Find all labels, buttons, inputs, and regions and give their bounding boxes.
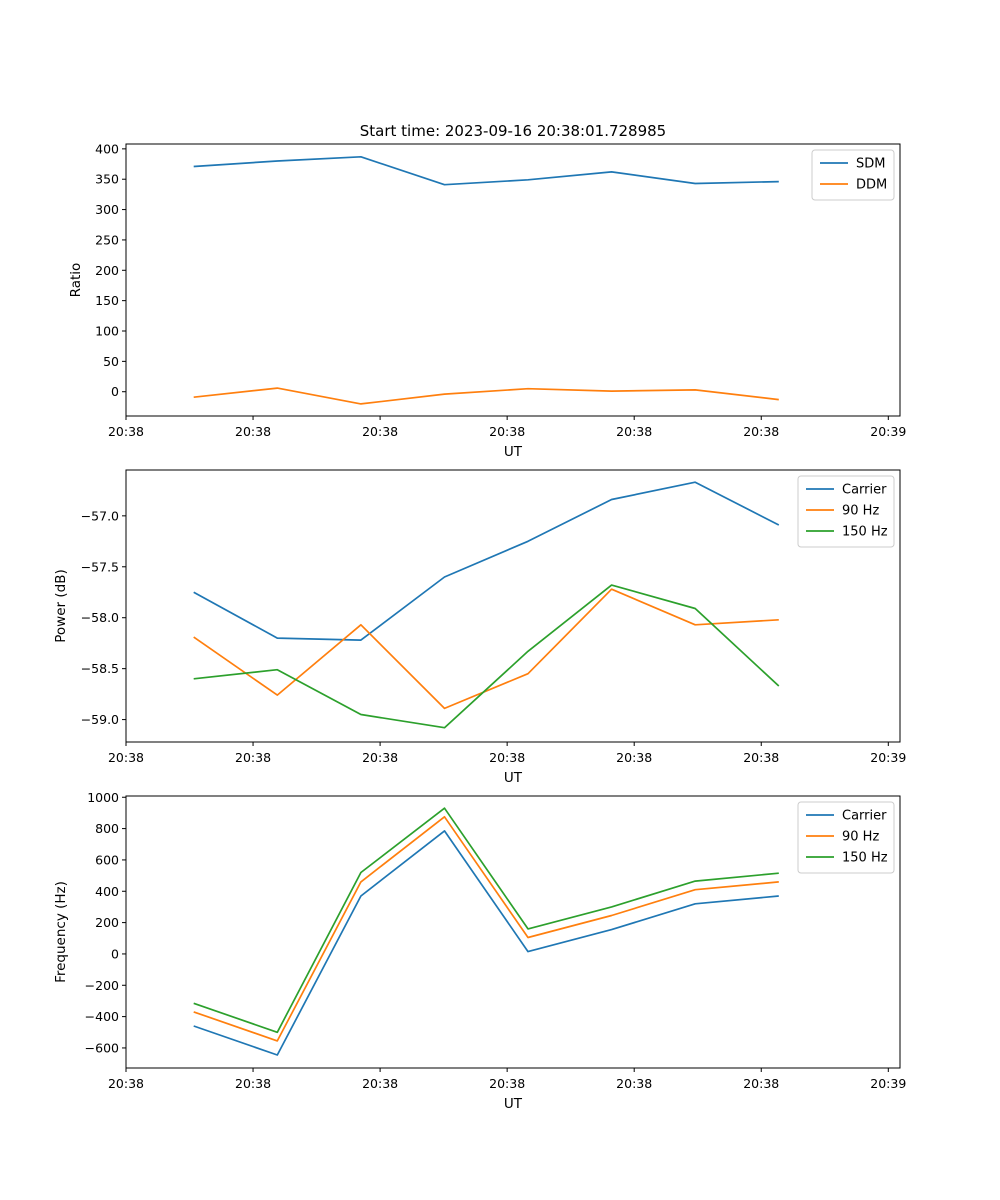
x-tick-label: 20:38 — [108, 1076, 144, 1091]
x-tick-label: 20:38 — [489, 1076, 525, 1091]
y-tick-label: −58.5 — [81, 661, 119, 676]
legend-label: SDM — [856, 157, 885, 172]
legend: Carrier 90 Hz 150 Hz — [797, 475, 895, 548]
x-tick-label: 20:39 — [870, 750, 906, 765]
y-tick-label: 1000 — [87, 790, 119, 805]
y-axis-label: Ratio — [68, 263, 84, 298]
x-tick-label: 20:38 — [235, 1076, 271, 1091]
legend-label: Carrier — [842, 483, 887, 498]
series-line-carrier — [193, 830, 779, 1056]
x-tick-label: 20:38 — [616, 750, 652, 765]
x-tick-label: 20:38 — [743, 750, 779, 765]
y-tick-label: 50 — [103, 354, 119, 369]
y-tick-label: −600 — [85, 1040, 119, 1055]
y-axis-label: Power (dB) — [53, 569, 69, 642]
legend-label: Carrier — [842, 809, 887, 824]
y-tick-label: −57.0 — [81, 508, 119, 523]
x-axis-label: UT — [504, 1096, 523, 1112]
x-tick-label: 20:38 — [108, 750, 144, 765]
series-line-150-hz — [193, 584, 780, 729]
x-tick-label: 20:38 — [489, 424, 525, 439]
panel-2: −59.0 −58.5 −58.0 −57.5 −57.0 20:38 20:38 20:38… — [53, 469, 906, 786]
panel-3: −600 −400 −200 0 200 400 600 800 1000 20:38 20:38 2… — [53, 790, 906, 1112]
x-axis-label: UT — [504, 444, 523, 460]
y-tick-label: 400 — [95, 884, 119, 899]
y-tick-label: 600 — [95, 852, 119, 867]
y-tick-label: −57.5 — [81, 559, 119, 574]
panel-1: 0 50 100 150 200 250 300 350 400 20:38 20:38 20:38 2… — [68, 141, 906, 460]
legend: SDM DDM — [811, 149, 895, 201]
panels: 0 50 100 150 200 250 300 350 400 20:38 20:38 20:38 2… — [53, 141, 906, 1112]
legend-label: 150 Hz — [842, 851, 888, 866]
x-tick-label: 20:38 — [235, 424, 271, 439]
y-tick-label: 200 — [95, 915, 119, 930]
y-tick-label: 800 — [95, 821, 119, 836]
figure-title: Start time: 2023-09-16 20:38:01.728985 — [360, 122, 666, 140]
x-tick-label: 20:38 — [743, 1076, 779, 1091]
y-tick-label: 250 — [95, 232, 119, 247]
x-tick-label: 20:38 — [743, 424, 779, 439]
legend-label: 90 Hz — [842, 830, 879, 845]
x-tick-label: 20:38 — [362, 750, 398, 765]
legend-box — [797, 801, 895, 874]
y-axis-label: Frequency (Hz) — [53, 881, 69, 983]
series-line-90-hz — [193, 815, 779, 1042]
y-tick-label: 100 — [95, 324, 119, 339]
x-tick-label: 20:39 — [870, 1076, 906, 1091]
y-tick-label: −200 — [85, 978, 119, 993]
series-line-carrier — [193, 481, 780, 641]
axes-frame — [125, 469, 901, 743]
y-tick-label: 150 — [95, 293, 119, 308]
series-line-ddm — [193, 387, 779, 405]
legend-label: 150 Hz — [842, 525, 888, 540]
axes-frame — [125, 795, 901, 1069]
legend-box — [797, 475, 895, 548]
x-tick-label: 20:38 — [108, 424, 144, 439]
y-tick-label: −400 — [85, 1009, 119, 1024]
x-tick-label: 20:38 — [489, 750, 525, 765]
axes-frame — [125, 143, 901, 417]
series-line-90-hz — [193, 588, 779, 710]
legend: Carrier 90 Hz 150 Hz — [797, 801, 895, 874]
x-axis-label: UT — [504, 770, 523, 786]
series-line-sdm — [193, 155, 779, 186]
y-tick-label: 0 — [111, 384, 119, 399]
y-tick-label: 300 — [95, 202, 119, 217]
y-tick-label: 0 — [111, 946, 119, 961]
y-tick-label: 400 — [95, 141, 119, 156]
x-tick-label: 20:38 — [362, 424, 398, 439]
legend-label: DDM — [856, 178, 887, 193]
x-tick-label: 20:38 — [616, 424, 652, 439]
y-tick-label: 350 — [95, 172, 119, 187]
x-tick-label: 20:38 — [616, 1076, 652, 1091]
x-tick-label: 20:38 — [362, 1076, 398, 1091]
legend-label: 90 Hz — [842, 504, 879, 519]
x-tick-label: 20:39 — [870, 424, 906, 439]
y-tick-label: −58.0 — [81, 610, 119, 625]
y-tick-label: 200 — [95, 263, 119, 278]
y-tick-label: −59.0 — [81, 712, 119, 727]
series-line-150-hz — [193, 807, 779, 1034]
x-tick-label: 20:38 — [235, 750, 271, 765]
